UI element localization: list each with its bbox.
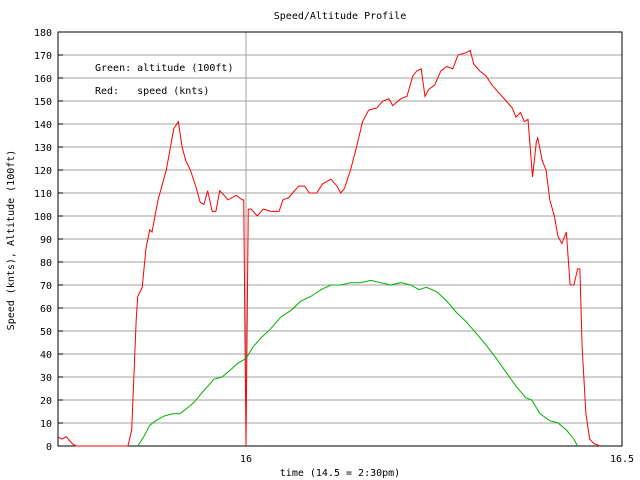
y-tick-label: 80 [40,258,52,269]
plot-frame [57,31,623,447]
y-tick-label: 180 [34,28,52,39]
y-tick-label: 120 [34,166,52,177]
x-tick-label: 16 [240,454,252,465]
y-tick-label: 70 [40,281,52,292]
x-axis-label: time (14.5 = 2:30pm) [280,468,400,479]
y-tick-label: 10 [40,419,52,430]
y-tick-label: 150 [34,97,52,108]
y-axis-label: Speed (knts), Altitude (100ft) [6,150,17,331]
y-tick-label: 140 [34,120,52,131]
y-tick-label: 130 [34,143,52,154]
y-tick-label: 0 [46,442,52,453]
data-line [137,279,579,447]
y-tick-label: 90 [40,235,52,246]
y-tick-label: 160 [34,74,52,85]
y-tick-label: 50 [40,327,52,338]
y-tick-label: 170 [34,51,52,62]
x-tick-label: 16.5 [610,454,634,465]
y-tick-label: 40 [40,350,52,361]
y-tick-label: 30 [40,373,52,384]
y-tick-label: 100 [34,212,52,223]
annotation: Red: speed (knts) [95,86,209,97]
data-line [57,49,601,447]
annotation: Green: altitude (100ft) [95,63,233,74]
y-tick-label: 20 [40,396,52,407]
y-tick-label: 110 [34,189,52,200]
y-tick-label: 60 [40,304,52,315]
chart-title: Speed/Altitude Profile [274,11,406,22]
